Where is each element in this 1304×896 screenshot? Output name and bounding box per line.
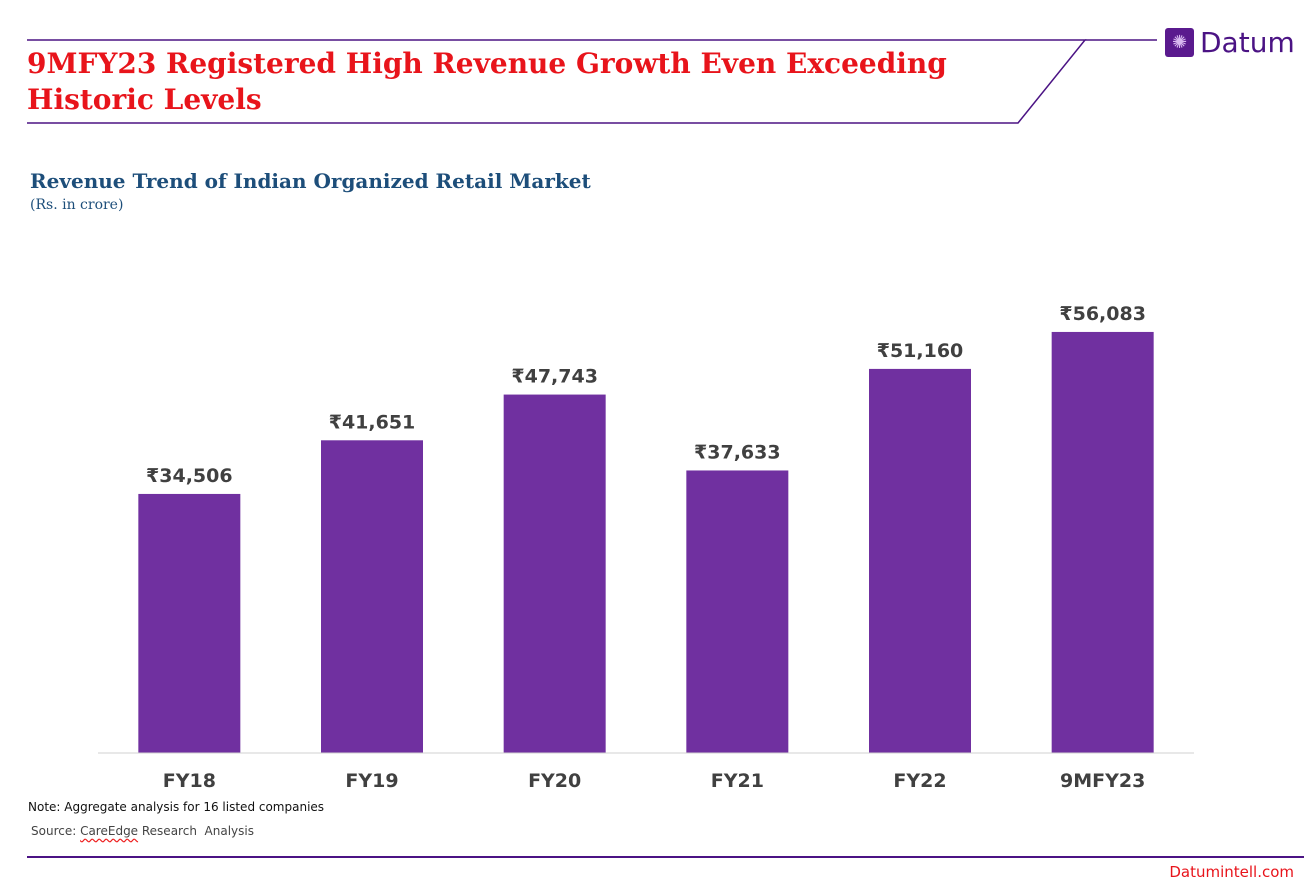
data-label: ₹34,506 (146, 465, 233, 487)
chart-subtitle: (Rs. in crore) (30, 197, 124, 213)
source-rest: Research Analysis (138, 824, 254, 838)
data-label: ₹56,083 (1059, 303, 1146, 325)
page-title: 9MFY23 Registered High Revenue Growth Ev… (27, 47, 947, 116)
x-tick-label: FY20 (528, 770, 581, 792)
logo: ✺ Datum (1165, 26, 1295, 59)
source-name: CareEdge (80, 824, 139, 838)
bar (869, 368, 971, 753)
data-label: ₹47,743 (511, 366, 598, 388)
data-label: ₹51,160 (877, 340, 964, 362)
source-prefix: Source: (31, 824, 81, 838)
title-frame-line (27, 39, 1087, 124)
website-link[interactable]: Datumintell.com (1169, 863, 1294, 881)
data-label: ₹41,651 (329, 411, 416, 433)
x-tick-label: FY22 (893, 770, 946, 792)
footnote: Note: Aggregate analysis for 16 listed c… (28, 800, 325, 814)
logo-text: Datum (1200, 26, 1295, 59)
datum-logo-icon: ✺ (1165, 28, 1194, 57)
x-tick-label: 9MFY23 (1060, 770, 1145, 792)
bar (138, 493, 241, 753)
bar (1051, 331, 1154, 753)
chart-title: Revenue Trend of Indian Organized Retail… (30, 169, 591, 193)
bar (321, 440, 423, 753)
x-tick-label: FY21 (711, 770, 764, 792)
bar (503, 394, 606, 753)
bar (686, 470, 789, 753)
x-tick-label: FY18 (163, 770, 216, 792)
x-tick-label: FY19 (345, 770, 398, 792)
data-label: ₹37,633 (694, 441, 781, 463)
source-line: Source: CareEdge Research Analysis (31, 824, 254, 838)
